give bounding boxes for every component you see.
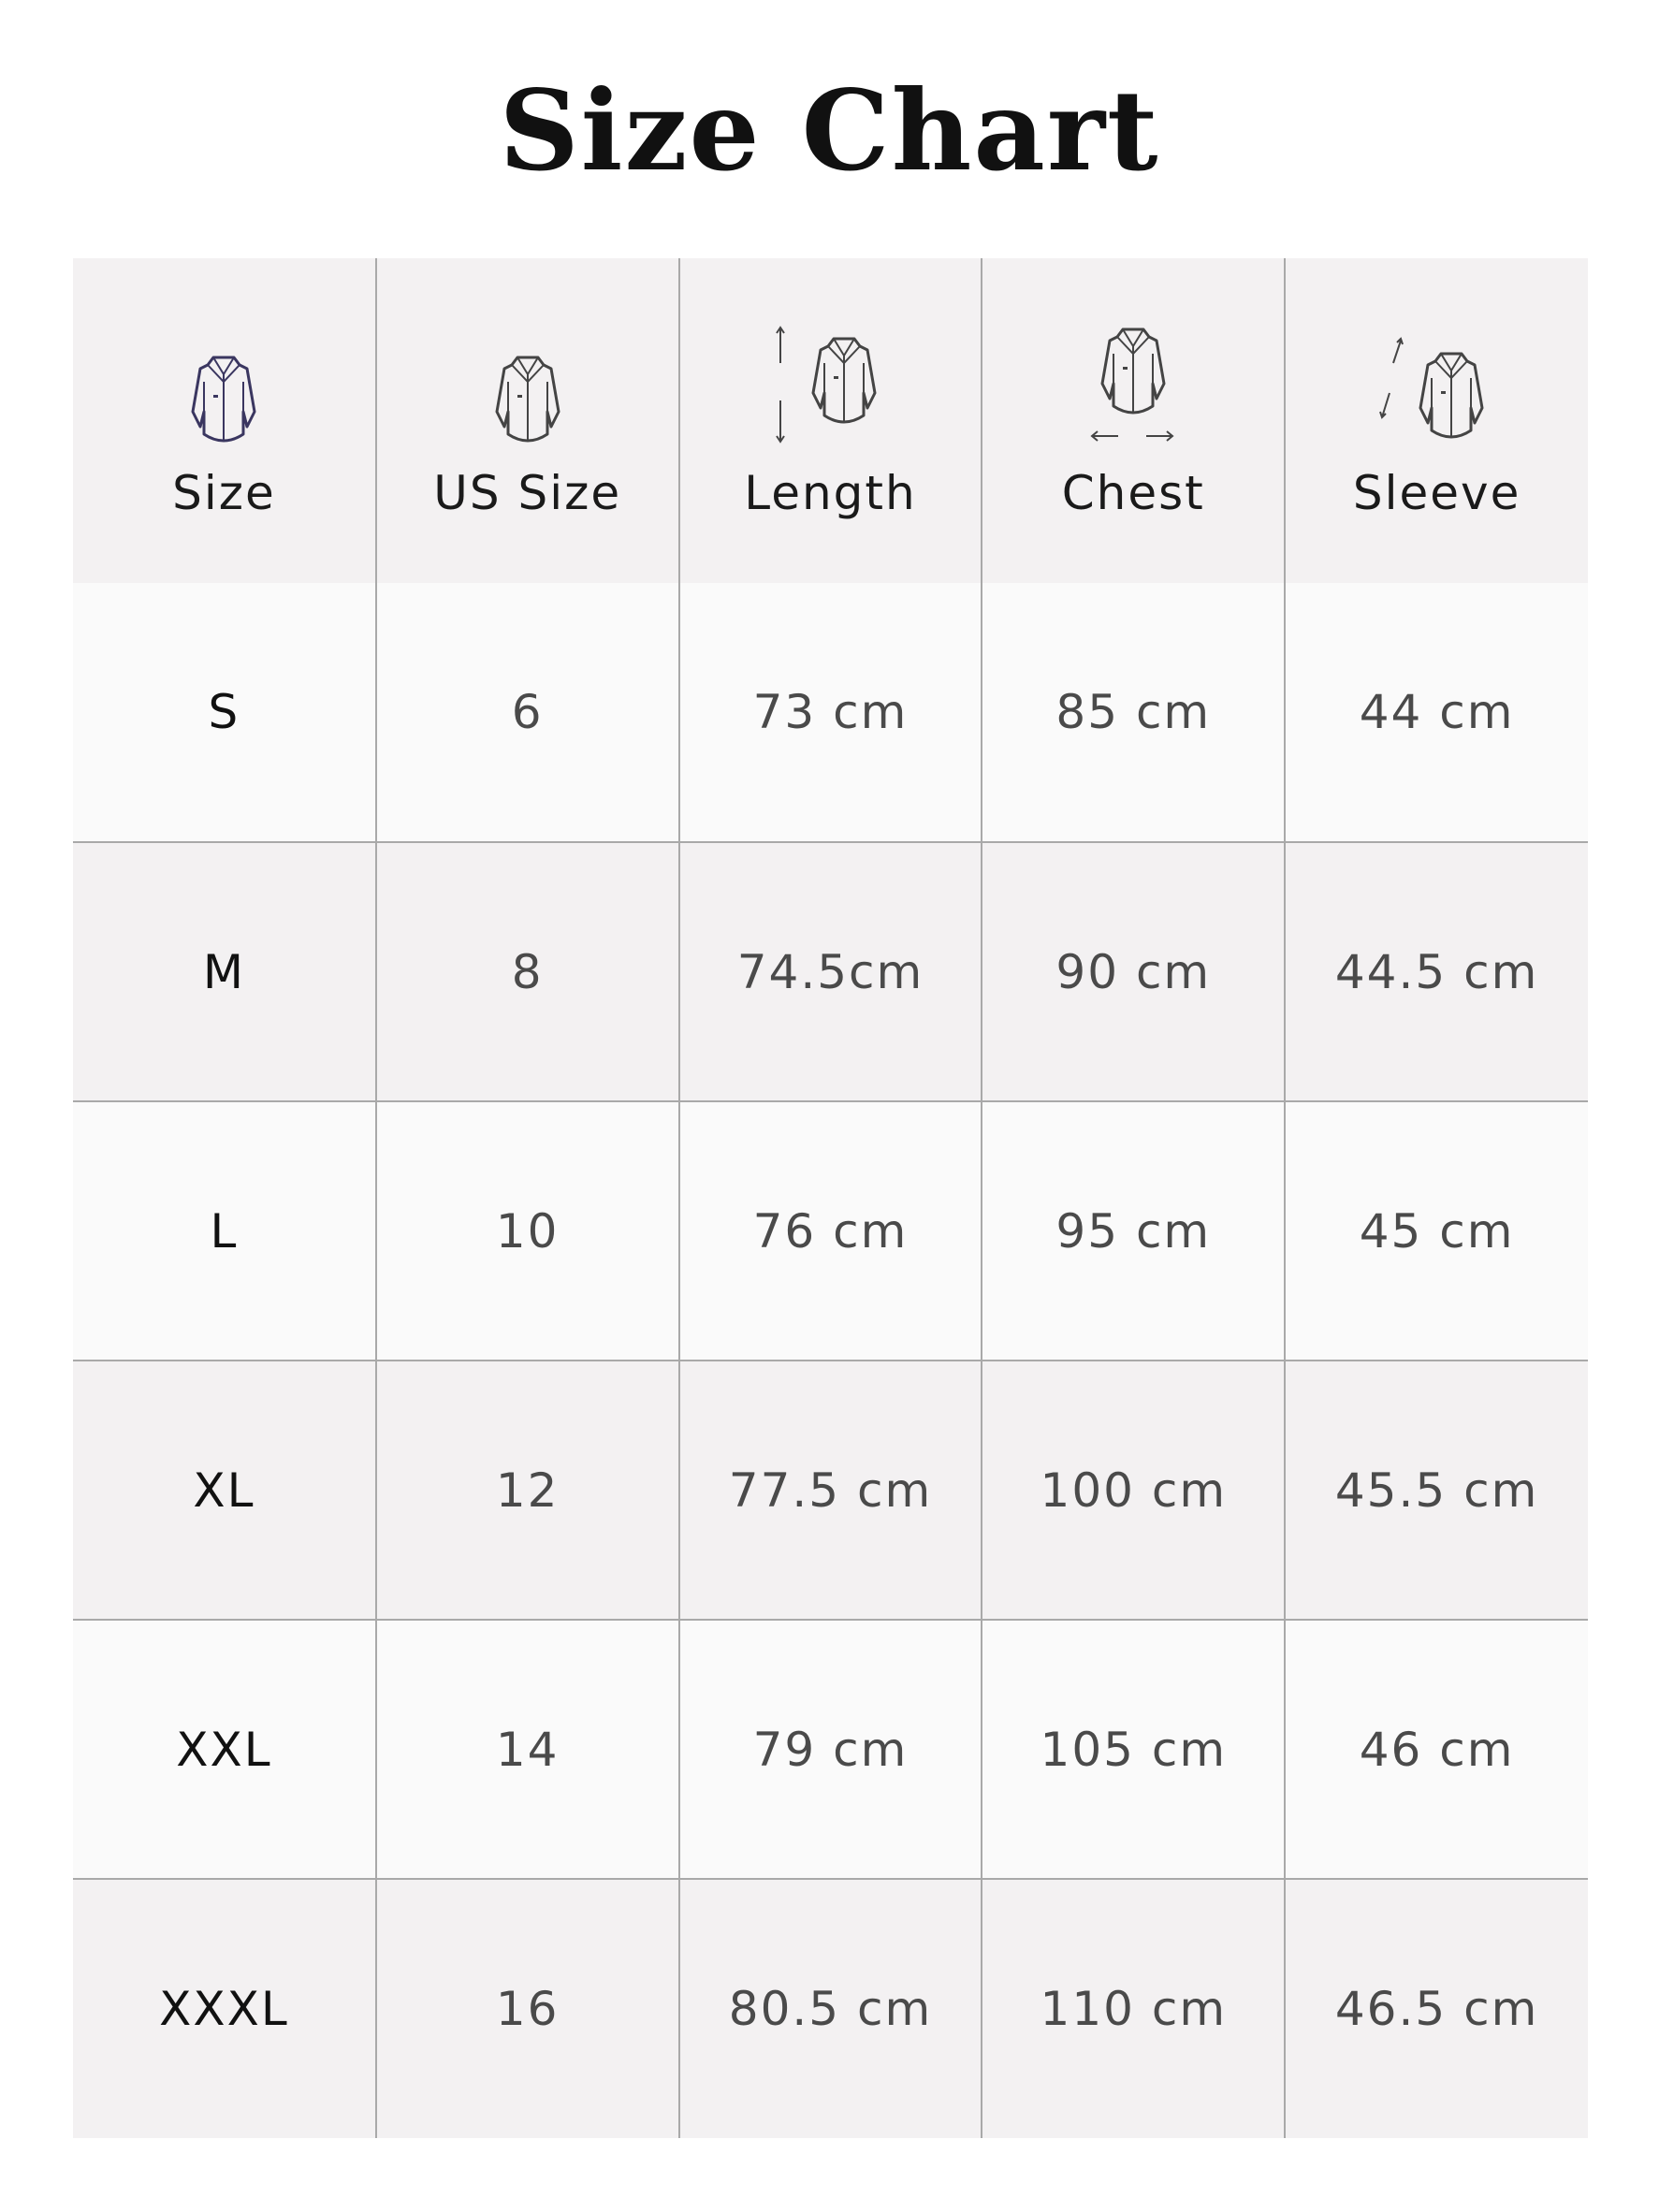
cell-us-size: 12 [374,1361,679,1620]
cell-size: XL [193,1463,255,1518]
cell-chest: 100 cm [981,1361,1286,1620]
shirt-icon [495,356,560,444]
shirt-length-icon [776,326,877,444]
table-row: XL 12 77.5 cm 100 cm 45.5 cm [73,1361,1588,1620]
shirt-sleeve-icon [1378,337,1484,440]
cell-chest: 110 cm [981,1879,1286,2138]
cell-chest: 105 cm [981,1620,1286,1879]
table-row: L 10 76 cm 95 cm 45 cm [73,1101,1588,1361]
cell-us-size: 8 [374,842,679,1101]
cell-length: 74.5cm [677,842,982,1101]
cell-us-size: 14 [374,1620,679,1879]
header-row: Size US Size Length Chest [73,258,1588,583]
header-size: Size [73,258,376,583]
header-us-size: US Size [374,258,679,583]
cell-us-size: 16 [374,1879,679,2138]
cell-length: 77.5 cm [677,1361,982,1620]
cell-size: XXXL [159,1982,289,2036]
header-chest: Chest [981,258,1286,583]
cell-chest: 90 cm [981,842,1286,1101]
cell-sleeve: 44 cm [1284,583,1588,842]
table-row: XXL 14 79 cm 105 cm 46 cm [73,1620,1588,1879]
cell-length: 76 cm [677,1101,982,1361]
cell-chest: 85 cm [981,583,1286,842]
header-sleeve: Sleeve [1284,258,1588,583]
cell-chest: 95 cm [981,1101,1286,1361]
cell-length: 80.5 cm [677,1879,982,2138]
shirt-chest-icon [1090,327,1174,442]
cell-sleeve: 45 cm [1284,1101,1588,1361]
cell-size: M [202,944,245,999]
page-title: Size Chart [499,65,1160,196]
header-length: Length [677,258,982,583]
cell-sleeve: 46.5 cm [1284,1879,1588,2138]
cell-sleeve: 45.5 cm [1284,1361,1588,1620]
cell-sleeve: 44.5 cm [1284,842,1588,1101]
table-row: M 8 74.5cm 90 cm 44.5 cm [73,842,1588,1101]
size-chart-table: Size US Size Length Chest [73,258,1588,2138]
cell-length: 73 cm [677,583,982,842]
cell-size: XXL [176,1722,272,1777]
table-row: XXXL 16 80.5 cm 110 cm 46.5 cm [73,1879,1588,2138]
cell-length: 79 cm [677,1620,982,1879]
cell-us-size: 6 [374,583,679,842]
table-row: S 6 73 cm 85 cm 44 cm [73,583,1588,842]
cell-us-size: 10 [374,1101,679,1361]
shirt-icon [191,356,256,444]
cell-size: S [208,685,240,739]
cell-sleeve: 46 cm [1284,1620,1588,1879]
cell-size: L [210,1203,239,1259]
